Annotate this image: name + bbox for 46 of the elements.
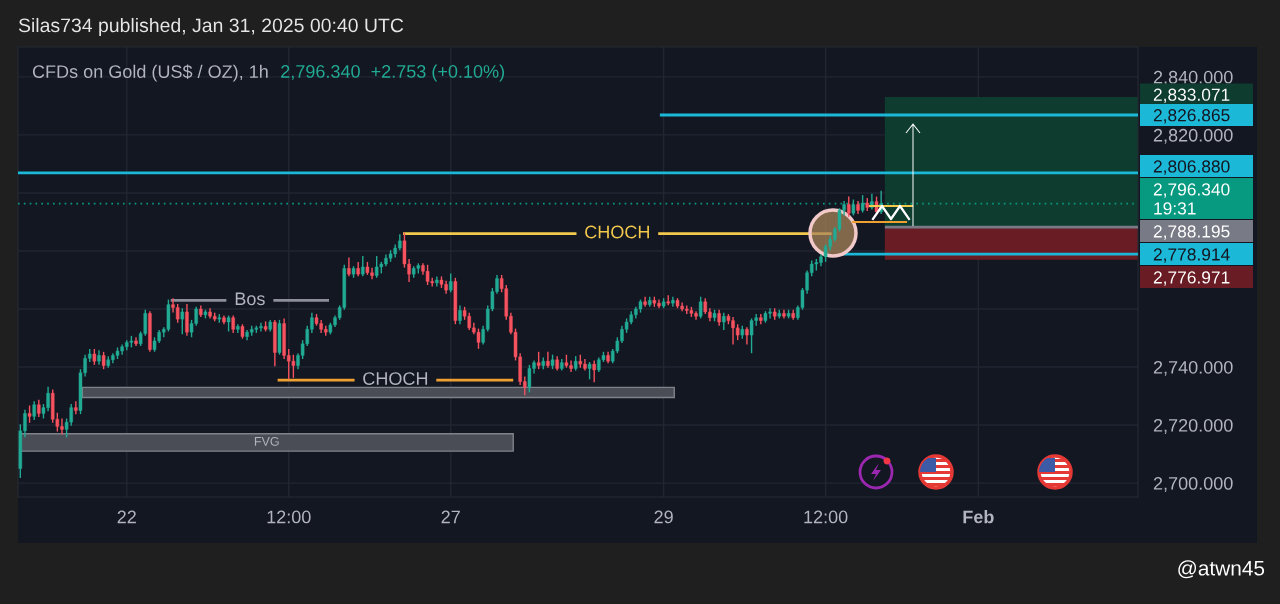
ref-line-label: 2,806.880 — [1153, 160, 1230, 175]
x-tick-label: 22 — [117, 510, 136, 524]
x-tick-label: Feb — [963, 510, 994, 524]
candlestick — [759, 314, 763, 325]
candlestick — [236, 324, 240, 333]
candlestick — [745, 327, 749, 345]
band-label: 2,833.071 — [1153, 88, 1230, 103]
candlestick — [671, 296, 675, 307]
candlestick — [847, 196, 851, 217]
y-tick-label: 2,700.000 — [1153, 477, 1233, 492]
ref-line-label: CHOCH — [363, 372, 428, 385]
candlestick — [291, 354, 296, 378]
candlestick — [374, 256, 379, 278]
text: Silas734 published, Jan 31, 2025 00:40 UTC — [18, 17, 404, 37]
x-tick-label: 12:00 — [804, 510, 848, 524]
x-tick-label: 27 — [441, 510, 460, 524]
candlestick — [347, 257, 351, 277]
y-tick-label: 2,840.000 — [1153, 70, 1233, 86]
y-tick-label: 2,820.000 — [1153, 128, 1233, 144]
candlestick — [185, 303, 189, 336]
candlestick — [592, 360, 596, 383]
candlestick — [180, 308, 185, 335]
x-tick-label: 12:00 — [267, 510, 311, 524]
candlestick — [134, 337, 138, 346]
band-label: 2,776.971 — [1153, 271, 1230, 286]
text: 2,796.340 +2.753 (+0.10%) — [281, 64, 504, 82]
ref-line-label: CHOCH — [585, 225, 649, 239]
ref-line-label: 2,826.865 — [1153, 109, 1230, 124]
band-label: FVG — [254, 436, 279, 446]
ref-line-label: 2,788.195 — [1153, 225, 1230, 240]
candlestick — [546, 351, 550, 368]
candlestick — [749, 318, 754, 354]
candlestick — [527, 364, 532, 393]
text: CFDs on Gold (US$ / OZ), 1h — [32, 64, 268, 82]
candlestick — [698, 296, 703, 319]
y-tick-label: 2,720.000 — [1153, 418, 1233, 434]
y-tick-label: 2,740.000 — [1153, 360, 1233, 376]
text: @atwn45 — [1178, 560, 1265, 579]
candlestick — [643, 296, 647, 307]
ref-line-label: Bos — [235, 292, 265, 306]
candlestick — [425, 264, 430, 286]
candlestick — [361, 256, 365, 277]
x-tick-label: 29 — [654, 510, 673, 524]
ref-line-label: 2,796.340 19:31 — [1153, 183, 1230, 215]
candlestick — [74, 401, 78, 415]
ref-line-label: 2,778.914 — [1153, 248, 1230, 263]
